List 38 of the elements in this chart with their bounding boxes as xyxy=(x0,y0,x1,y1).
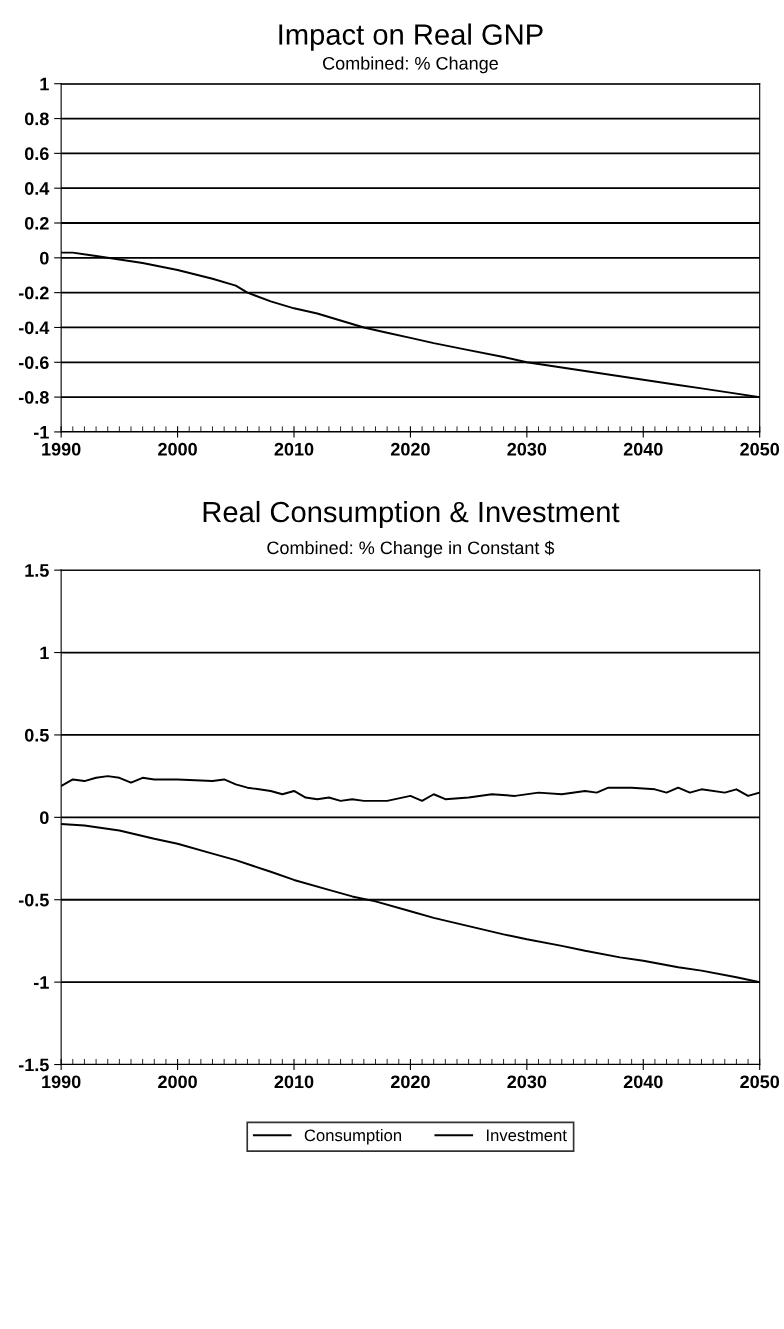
x-tick-label: 1990 xyxy=(42,442,81,456)
y-tick-label: 1.5 xyxy=(25,564,49,577)
x-tick-label: 1990 xyxy=(42,1075,81,1089)
chart-title: Real Consumption & Investment xyxy=(203,500,620,529)
x-tick-label: 2030 xyxy=(507,1075,547,1089)
y-tick-label: -0.4 xyxy=(18,321,50,335)
x-tick-label: 2050 xyxy=(740,442,780,456)
chart-subtitle: Combined: % Change xyxy=(323,56,498,74)
chart-title: Impact on Real GNP xyxy=(279,23,543,51)
chart-subtitle: Combined: % Change in Constant $ xyxy=(267,540,555,558)
y-tick-label: 0.8 xyxy=(24,112,49,126)
y-tick-label: 0.4 xyxy=(24,182,50,195)
legend-label: Consumption xyxy=(304,1128,402,1145)
y-tick-label: -0.6 xyxy=(18,356,49,370)
y-tick-label: 0.5 xyxy=(24,728,49,742)
y-tick-label: -0.8 xyxy=(18,391,49,404)
x-tick-label: 2020 xyxy=(390,1075,430,1089)
x-tick-label: 2030 xyxy=(507,442,547,456)
y-tick-label: 0.6 xyxy=(24,147,49,161)
x-tick-label: 2000 xyxy=(158,442,197,456)
x-tick-label: 2020 xyxy=(390,442,430,456)
y-tick-label: 1 xyxy=(40,77,49,91)
y-tick-label: -1.5 xyxy=(18,1058,49,1072)
y-tick-label: 1 xyxy=(40,646,49,660)
x-tick-label: 2040 xyxy=(623,442,663,456)
legend-label: Investment xyxy=(486,1129,567,1142)
x-tick-label: 2040 xyxy=(623,1075,663,1089)
x-tick-label: 2010 xyxy=(274,1075,314,1089)
x-tick-label: 2050 xyxy=(740,1075,780,1089)
y-tick-label: 0 xyxy=(40,811,49,825)
y-tick-label: 0 xyxy=(40,251,49,265)
y-tick-label: -0.2 xyxy=(18,286,49,300)
x-tick-label: 2010 xyxy=(274,442,314,456)
x-tick-label: 2000 xyxy=(158,1075,197,1089)
y-tick-label: 0.2 xyxy=(24,216,49,230)
y-tick-label: -0.5 xyxy=(18,893,49,907)
y-tick-label: -1 xyxy=(34,976,49,989)
y-tick-label: -1 xyxy=(34,426,49,439)
